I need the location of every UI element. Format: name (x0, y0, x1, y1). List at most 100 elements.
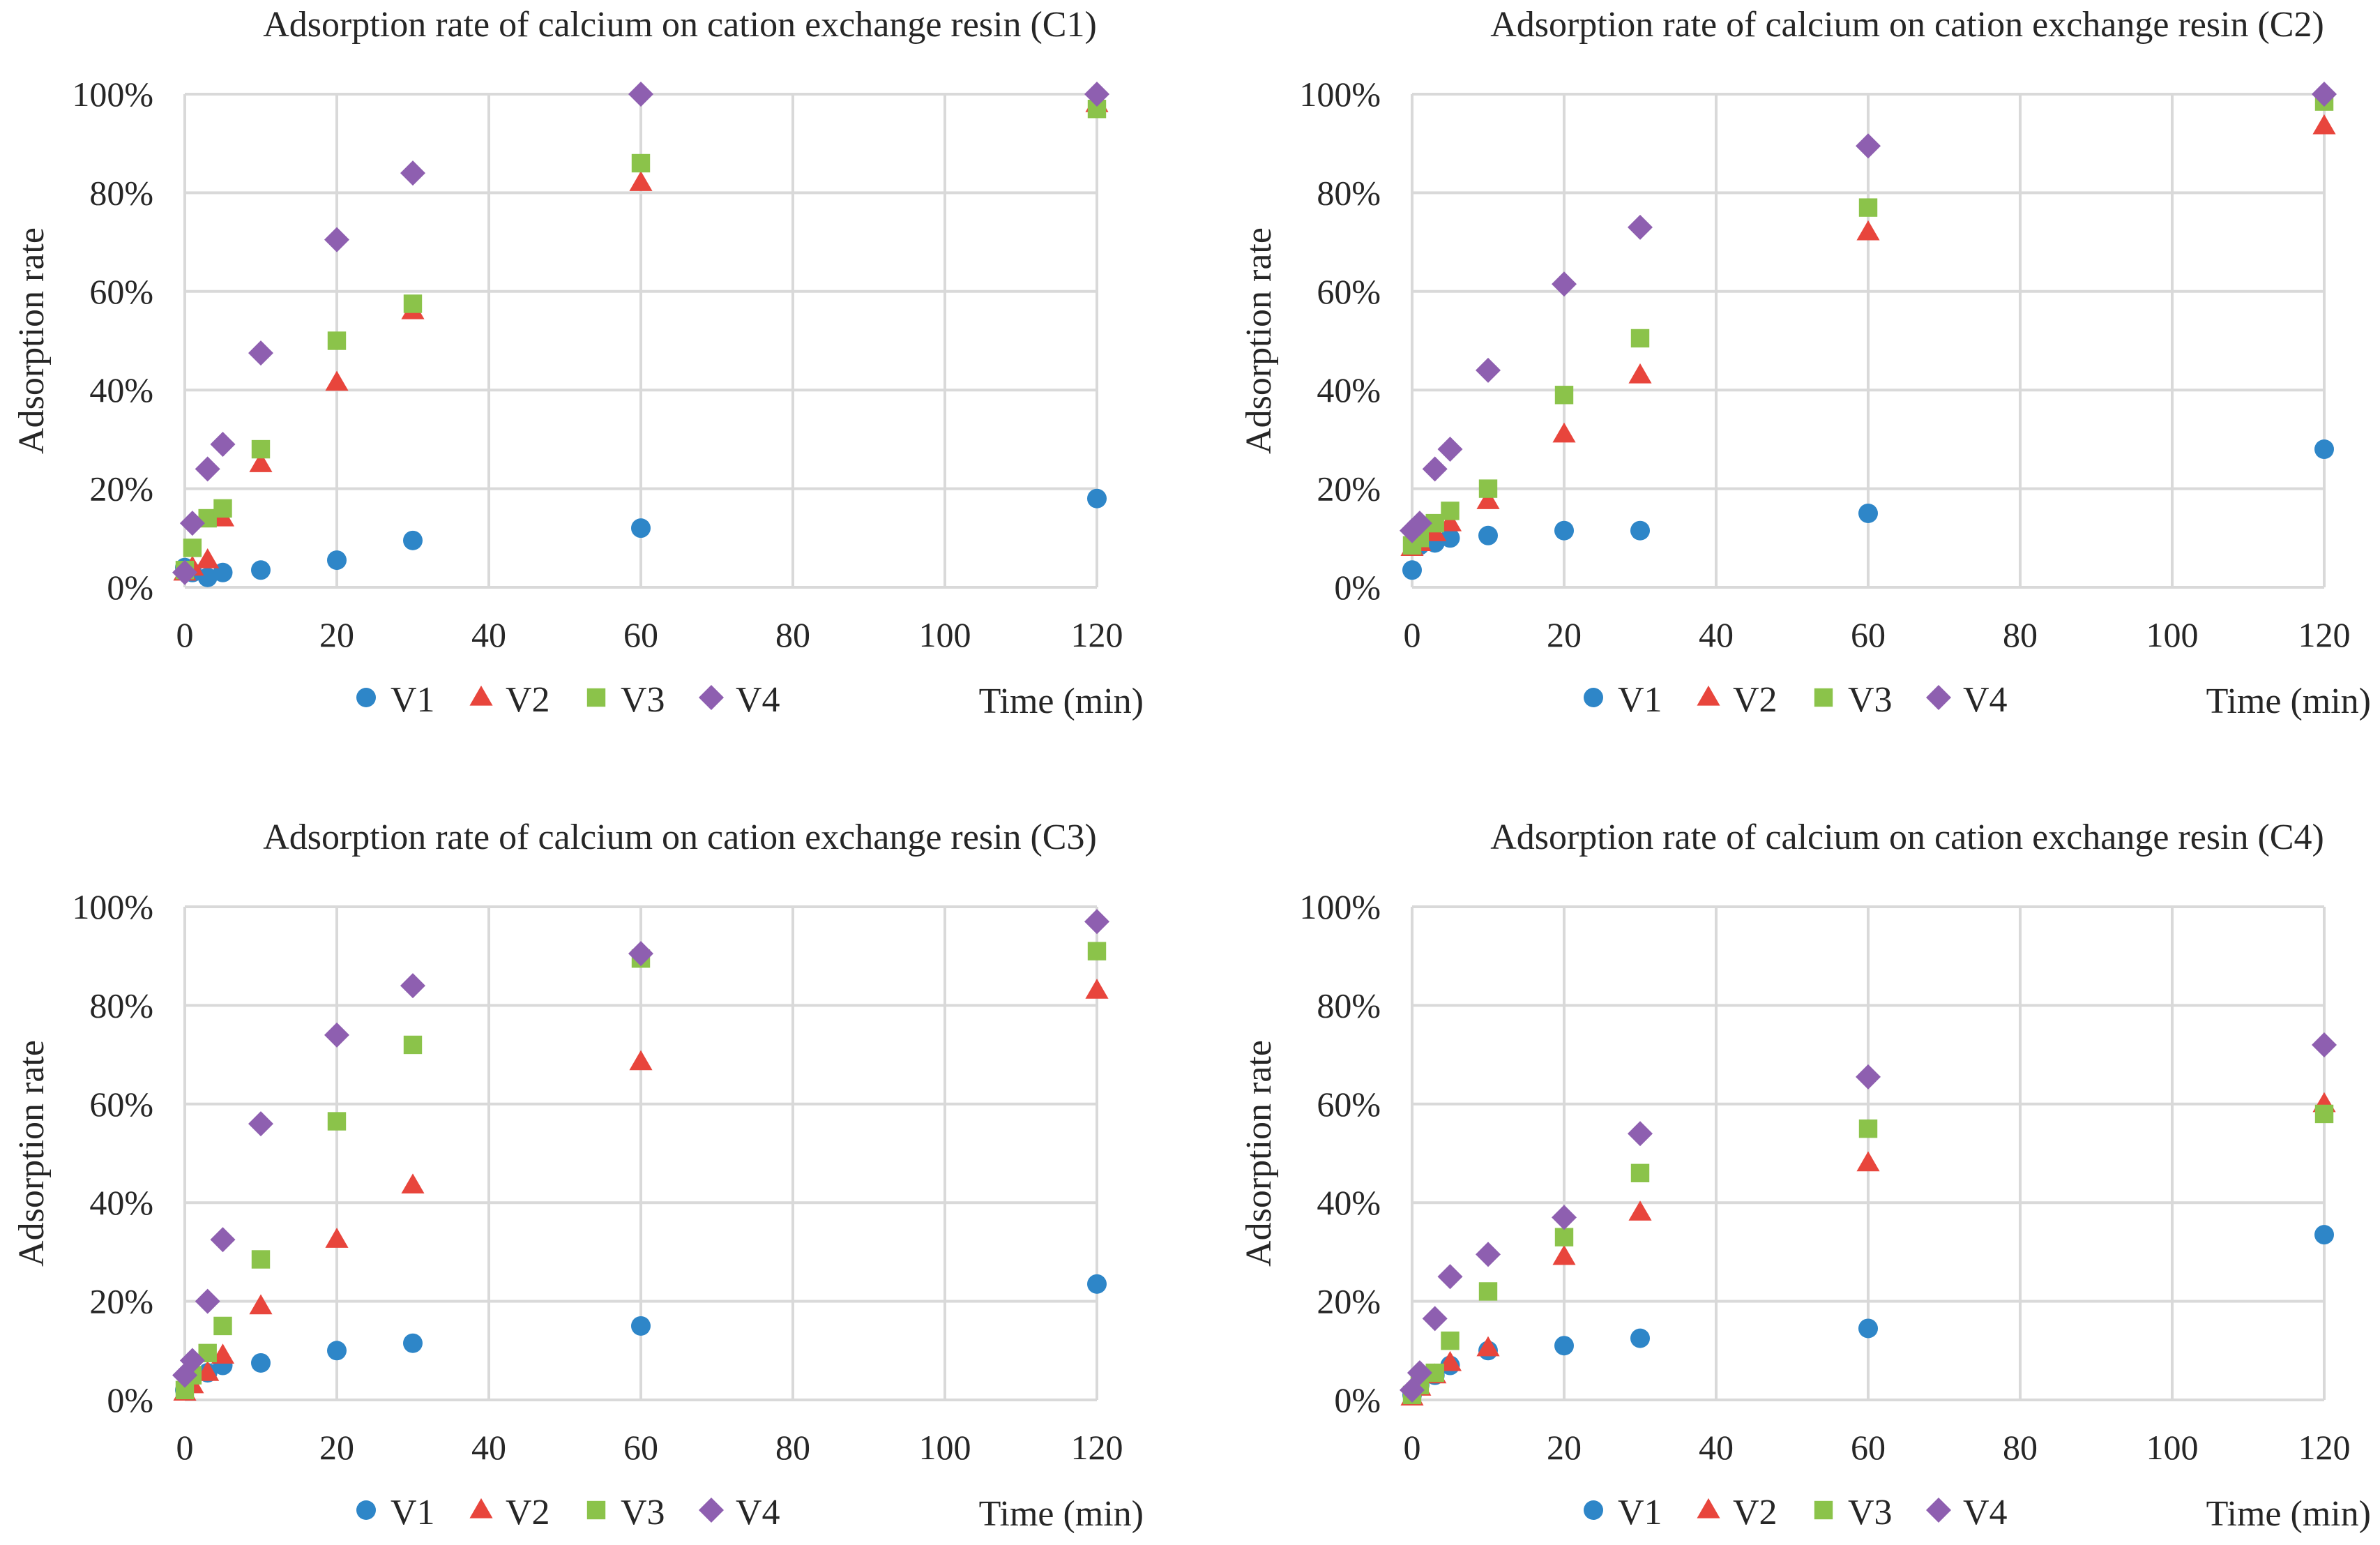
data-point-v4 (210, 1227, 236, 1253)
legend-label-v1: V1 (391, 1493, 435, 1532)
data-point-v2 (196, 548, 220, 568)
data-point-v1 (1440, 528, 1460, 548)
data-point-v3 (403, 294, 423, 313)
data-point-v2 (211, 1343, 235, 1364)
x-tick-label: 80 (775, 615, 810, 654)
x-tick-label: 120 (1071, 615, 1123, 654)
data-point-v4 (195, 1288, 220, 1314)
legend: V1 V2 V3 V4 (356, 680, 780, 720)
data-point-v3 (1441, 1331, 1460, 1350)
data-point-v2 (401, 1173, 425, 1194)
data-point-v2 (1438, 511, 1462, 532)
legend-marker-v1 (356, 688, 376, 707)
data-point-v4 (1437, 1264, 1463, 1290)
x-tick-label: 0 (176, 1428, 194, 1467)
chart-title: Adsorption rate of calcium on cation exc… (263, 5, 1097, 45)
x-tick-label: 120 (2298, 615, 2351, 654)
legend: V1 V2 V3 V4 (1584, 680, 2008, 720)
y-tick-label: 100% (1299, 887, 1381, 926)
legend-label-v2: V2 (1733, 680, 1778, 720)
x-tick-label: 120 (2298, 1428, 2351, 1467)
y-tick-label: 20% (89, 469, 153, 508)
x-tick-label: 80 (2003, 1428, 2038, 1467)
x-tick-label: 0 (1404, 615, 1421, 654)
data-point-v4 (2312, 1032, 2337, 1057)
y-tick-label: 0% (1334, 1380, 1381, 1419)
legend-marker-v2 (469, 685, 493, 706)
data-point-v2 (325, 1228, 349, 1248)
x-axis-label: Time (min) (979, 1494, 1144, 1534)
data-point-v3 (1441, 502, 1460, 520)
y-tick-label: 80% (1317, 173, 1381, 212)
legend-marker-v3 (1814, 688, 1833, 707)
y-tick-label: 0% (1334, 568, 1381, 607)
legend-label-v1: V1 (1618, 1493, 1662, 1532)
data-point-v4 (1476, 1242, 1501, 1267)
x-tick-label: 40 (471, 1428, 506, 1467)
x-tick-label: 60 (1851, 1428, 1886, 1467)
data-point-v2 (1552, 1244, 1576, 1265)
data-point-v3 (1478, 1282, 1498, 1301)
data-point-v1 (197, 567, 218, 587)
data-point-v4 (628, 82, 653, 107)
y-tick-label: 80% (89, 986, 153, 1025)
x-axis-label: Time (min) (2206, 681, 2371, 721)
data-point-v4 (195, 456, 220, 482)
data-point-v2 (1085, 979, 1109, 999)
data-point-v1 (631, 1316, 651, 1336)
legend-label-v4: V4 (736, 1493, 780, 1532)
data-point-v1 (1554, 520, 1574, 541)
data-point-v2 (1628, 363, 1652, 384)
legend-label-v1: V1 (1618, 680, 1662, 720)
chart-title: Adsorption rate of calcium on cation exc… (1490, 817, 2324, 857)
data-point-v1 (1402, 560, 1422, 580)
data-point-v2 (1856, 220, 1880, 241)
y-tick-label: 20% (1317, 1282, 1381, 1321)
gridlines (1411, 905, 2326, 1401)
data-point-v2 (1476, 489, 1500, 509)
series-v4 (1400, 1032, 2337, 1403)
data-point-v2 (325, 370, 349, 391)
data-point-v1 (1478, 525, 1498, 545)
data-point-v4 (172, 559, 197, 585)
legend-label-v4: V4 (1963, 1493, 2008, 1532)
series-v3 (175, 942, 1107, 1400)
data-point-v4 (1552, 1205, 1577, 1230)
data-point-v4 (210, 431, 236, 457)
legend-label-v3: V3 (621, 680, 665, 720)
data-point-v1 (1858, 503, 1878, 523)
data-point-v4 (1407, 511, 1432, 536)
y-tick-label: 60% (89, 1085, 153, 1124)
y-tick-label: 60% (1317, 1085, 1381, 1124)
legend-marker-v4 (1926, 685, 1951, 710)
y-tick-label: 40% (1317, 1183, 1381, 1222)
y-tick-label: 100% (72, 887, 153, 926)
data-point-v4 (1628, 1121, 1653, 1147)
data-point-v2 (249, 1294, 273, 1315)
legend-marker-v1 (356, 1500, 376, 1520)
chart-title: Adsorption rate of calcium on cation exc… (1490, 5, 2324, 45)
chart-panel-c3: Adsorption rate of calcium on cation exc… (12, 817, 1144, 1534)
data-point-v3 (327, 1112, 347, 1131)
data-point-v3 (1858, 1119, 1878, 1138)
data-point-v4 (1856, 133, 1881, 159)
data-point-v1 (1630, 520, 1650, 541)
data-point-v4 (1422, 1306, 1448, 1332)
chart-title: Adsorption rate of calcium on cation exc… (263, 817, 1097, 857)
legend-label-v2: V2 (506, 1493, 550, 1532)
legend-marker-v2 (1697, 1498, 1720, 1518)
data-point-v4 (1407, 1360, 1432, 1386)
x-tick-label: 100 (2146, 615, 2199, 654)
data-point-v3 (1554, 386, 1574, 405)
y-axis-label: Adsorption rate (1239, 227, 1279, 454)
data-point-v2 (1552, 422, 1576, 443)
y-tick-label: 20% (89, 1282, 153, 1321)
data-point-v3 (251, 439, 271, 459)
series-v4 (172, 82, 1109, 585)
data-point-v4 (400, 973, 425, 999)
series-v4 (1400, 82, 2337, 543)
data-point-v2 (1856, 1151, 1880, 1172)
x-tick-label: 60 (1851, 615, 1886, 654)
data-point-v1 (403, 530, 423, 550)
data-point-v4 (1084, 909, 1109, 935)
